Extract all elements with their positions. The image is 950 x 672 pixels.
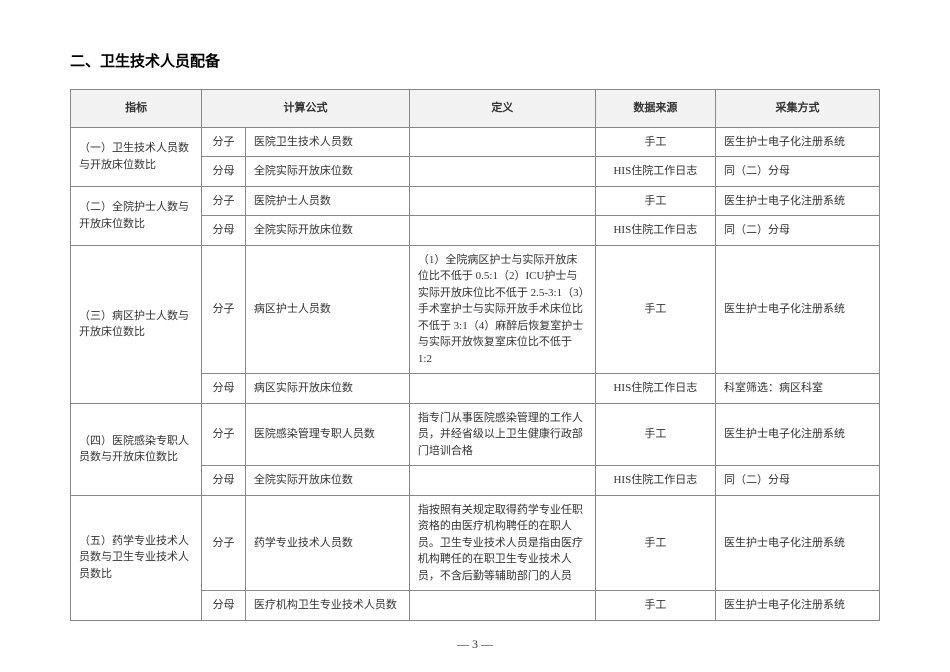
page-number: — 3 — [0,637,950,652]
cell-method: 医生护士电子化注册系统 [715,591,879,621]
cell-part: 分子 [202,495,246,591]
cell-source: HIS住院工作日志 [595,466,715,496]
cell-definition [409,216,595,246]
cell-part: 分子 [202,245,246,374]
cell-source: 手工 [595,403,715,466]
table-row: （三）病区护士人数与开放床位数比分子病区护士人员数（1）全院病区护士与实际开放床… [71,245,880,374]
section-title: 二、卫生技术人员配备 [70,50,880,71]
cell-indicator: （四）医院感染专职人员数与开放床位数比 [71,403,202,495]
cell-method: 同（二）分母 [715,157,879,187]
cell-method: 医生护士电子化注册系统 [715,245,879,374]
table-row: （四）医院感染专职人员数与开放床位数比分子医院感染管理专职人员数指专门从事医院感… [71,403,880,466]
cell-indicator: （一）卫生技术人员数与开放床位数比 [71,127,202,186]
cell-formula: 病区实际开放床位数 [245,374,409,404]
cell-part: 分子 [202,127,246,157]
cell-formula: 病区护士人员数 [245,245,409,374]
cell-source: HIS住院工作日志 [595,216,715,246]
cell-method: 医生护士电子化注册系统 [715,403,879,466]
cell-definition [409,374,595,404]
cell-formula: 医院感染管理专职人员数 [245,403,409,466]
th-formula: 计算公式 [202,90,410,128]
cell-definition [409,466,595,496]
cell-part: 分母 [202,157,246,187]
table-header-row: 指标 计算公式 定义 数据来源 采集方式 [71,90,880,128]
cell-definition [409,186,595,216]
th-method: 采集方式 [715,90,879,128]
cell-definition [409,591,595,621]
cell-method: 科室筛选：病区科室 [715,374,879,404]
cell-formula: 医院卫生技术人员数 [245,127,409,157]
cell-part: 分母 [202,216,246,246]
cell-method: 医生护士电子化注册系统 [715,127,879,157]
table-row: （五）药学专业技术人员数与卫生专业技术人员数比分子药学专业技术人员数指按照有关规… [71,495,880,591]
cell-part: 分母 [202,374,246,404]
cell-indicator: （五）药学专业技术人员数与卫生专业技术人员数比 [71,495,202,620]
cell-source: HIS住院工作日志 [595,374,715,404]
th-definition: 定义 [409,90,595,128]
cell-formula: 医疗机构卫生专业技术人员数 [245,591,409,621]
cell-definition: 指专门从事医院感染管理的工作人员，并经省级以上卫生健康行政部门培训合格 [409,403,595,466]
indicator-table: 指标 计算公式 定义 数据来源 采集方式 （一）卫生技术人员数与开放床位数比分子… [70,89,880,621]
cell-definition [409,157,595,187]
cell-method: 医生护士电子化注册系统 [715,186,879,216]
cell-source: 手工 [595,245,715,374]
cell-formula: 全院实际开放床位数 [245,466,409,496]
cell-indicator: （二）全院护士人数与开放床位数比 [71,186,202,245]
cell-source: HIS住院工作日志 [595,157,715,187]
cell-definition: 指按照有关规定取得药学专业任职资格的由医疗机构聘任的在职人员。卫生专业技术人员是… [409,495,595,591]
cell-source: 手工 [595,591,715,621]
cell-definition [409,127,595,157]
cell-part: 分子 [202,186,246,216]
cell-source: 手工 [595,186,715,216]
cell-method: 同（二）分母 [715,466,879,496]
cell-method: 医生护士电子化注册系统 [715,495,879,591]
cell-part: 分子 [202,403,246,466]
cell-part: 分母 [202,466,246,496]
cell-formula: 全院实际开放床位数 [245,157,409,187]
table-row: （二）全院护士人数与开放床位数比分子医院护士人员数手工医生护士电子化注册系统 [71,186,880,216]
cell-formula: 全院实际开放床位数 [245,216,409,246]
cell-formula: 药学专业技术人员数 [245,495,409,591]
th-source: 数据来源 [595,90,715,128]
cell-source: 手工 [595,127,715,157]
cell-source: 手工 [595,495,715,591]
cell-formula: 医院护士人员数 [245,186,409,216]
cell-definition: （1）全院病区护士与实际开放床位比不低于 0.5:1（2）ICU护士与实际开放床… [409,245,595,374]
th-indicator: 指标 [71,90,202,128]
table-row: （一）卫生技术人员数与开放床位数比分子医院卫生技术人员数手工医生护士电子化注册系… [71,127,880,157]
cell-method: 同（二）分母 [715,216,879,246]
cell-indicator: （三）病区护士人数与开放床位数比 [71,245,202,403]
cell-part: 分母 [202,591,246,621]
